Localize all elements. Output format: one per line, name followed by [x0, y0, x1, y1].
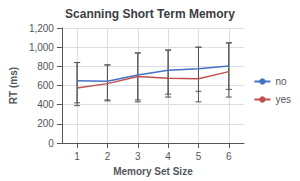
- svg-text:0: 0: [48, 138, 54, 149]
- svg-text:800: 800: [37, 61, 54, 72]
- svg-text:5: 5: [196, 151, 202, 162]
- svg-text:2: 2: [105, 151, 111, 162]
- svg-text:1,000: 1,000: [29, 42, 54, 53]
- svg-text:Scanning Short Term Memory: Scanning Short Term Memory: [65, 7, 235, 21]
- svg-text:3: 3: [135, 151, 141, 162]
- svg-text:200: 200: [37, 118, 54, 129]
- svg-text:no: no: [275, 76, 287, 87]
- svg-text:yes: yes: [275, 94, 291, 105]
- svg-text:400: 400: [37, 99, 54, 110]
- svg-text:1,200: 1,200: [29, 23, 54, 34]
- svg-text:4: 4: [165, 151, 171, 162]
- svg-text:6: 6: [226, 151, 232, 162]
- svg-text:1: 1: [74, 151, 80, 162]
- svg-text:600: 600: [37, 80, 54, 91]
- svg-text:RT (ms): RT (ms): [8, 67, 19, 104]
- svg-text:Memory Set Size: Memory Set Size: [113, 166, 193, 177]
